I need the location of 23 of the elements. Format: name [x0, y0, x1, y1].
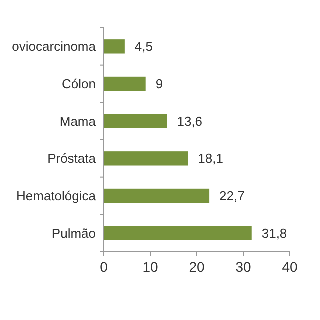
y-tick-label: Cólon	[62, 76, 96, 92]
bar	[104, 40, 125, 54]
bar	[104, 114, 168, 128]
x-tick-label: 10	[142, 259, 158, 275]
x-tick-label: 0	[100, 259, 108, 275]
bar	[104, 226, 252, 240]
y-tick-label: Mama	[60, 114, 97, 129]
y-tick-label: oviocarcinoma	[12, 39, 97, 54]
bar	[104, 76, 146, 92]
data-label: 31,8	[262, 226, 288, 241]
data-label: 4,5	[134, 39, 154, 54]
x-tick-label: 40	[282, 259, 298, 275]
y-tick-label: Pulmão	[52, 226, 96, 241]
y-tick-label: Hematológica	[16, 188, 97, 204]
x-tick-label: 20	[189, 259, 205, 275]
bar	[104, 188, 210, 204]
data-label: 13,6	[177, 114, 203, 129]
y-tick-label: Próstata	[48, 151, 97, 166]
data-label: 18,1	[198, 151, 224, 166]
x-tick-label: 30	[236, 259, 252, 275]
bar	[104, 152, 188, 166]
data-label: 9	[156, 76, 164, 92]
data-label: 22,7	[220, 188, 245, 204]
